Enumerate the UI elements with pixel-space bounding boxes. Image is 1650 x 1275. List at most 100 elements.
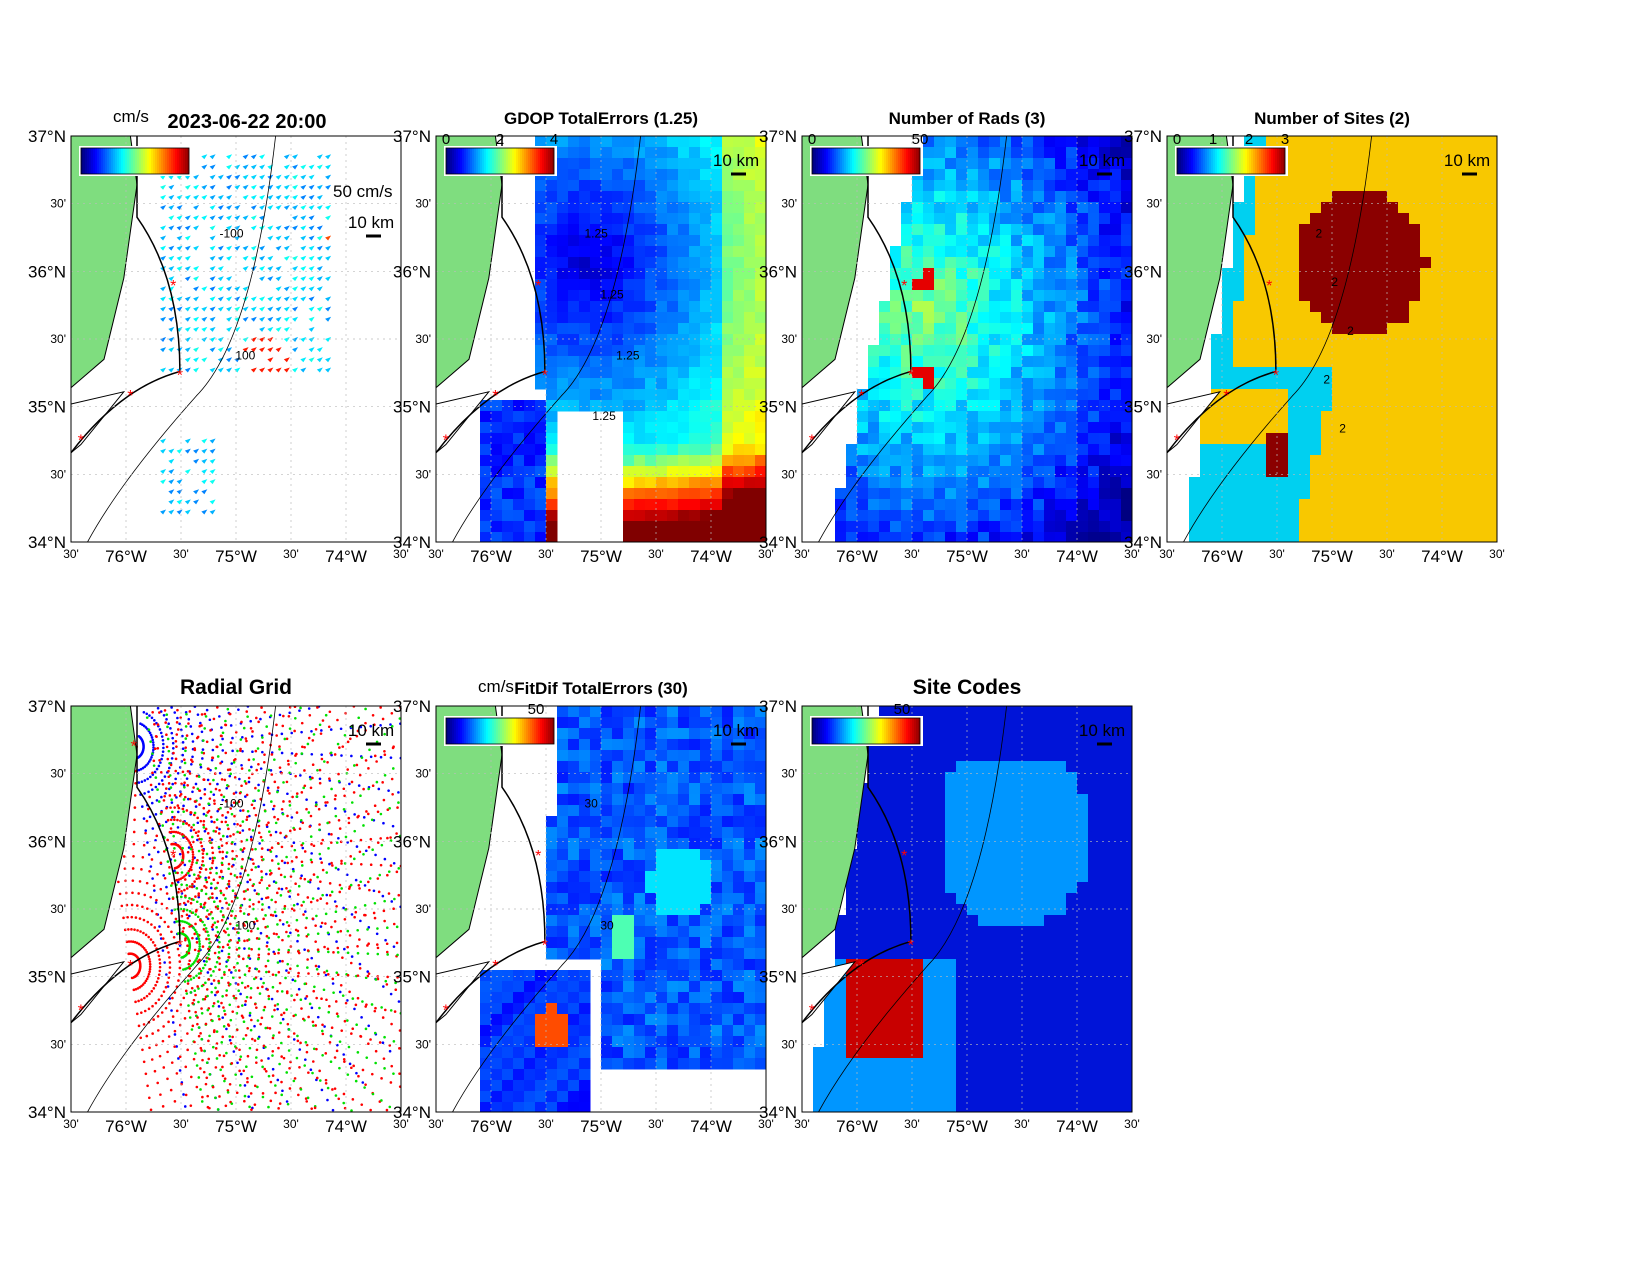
lat-tick-label: 30': [415, 767, 431, 781]
lat-tick-label: 30': [1146, 467, 1162, 481]
radar-site-marker: *: [78, 433, 84, 450]
map-area: * * * * *: [436, 706, 766, 1112]
contour-label: -100: [220, 797, 244, 811]
lon-tick-label: 30': [393, 547, 409, 561]
lon-tick-label: 74°W: [1056, 1117, 1098, 1136]
lon-tick-label: 30': [758, 1117, 774, 1131]
map-area: * * * * *: [802, 706, 1132, 1112]
contour-label: 2: [1316, 227, 1323, 241]
lon-tick-label: 30': [173, 547, 189, 561]
lon-tick-label: 30': [538, 1117, 554, 1131]
lat-tick-label: 30': [50, 332, 66, 346]
colorbar-tick: 50: [912, 131, 929, 148]
colorbar-unit: cm/s: [478, 677, 514, 696]
lon-tick-label: 74°W: [325, 547, 367, 566]
lat-tick-label: 35°N: [1124, 398, 1162, 417]
lat-tick-label: 36°N: [28, 832, 66, 851]
colorbar: cm/s: [79, 107, 192, 176]
scale-bar: 10 km: [348, 721, 394, 746]
radar-site-marker: *: [170, 278, 176, 295]
lat-tick-label: 34°N: [393, 533, 431, 552]
radar-site-marker: *: [542, 938, 548, 955]
contour-label: 1.25: [592, 409, 616, 423]
lat-tick-label: 37°N: [393, 127, 431, 146]
lat-tick-label: 37°N: [759, 697, 797, 716]
lat-tick-label: 30': [781, 902, 797, 916]
panel-title: Site Codes: [913, 676, 1022, 699]
lon-tick-label: 30': [648, 547, 664, 561]
lat-tick-label: 30': [781, 467, 797, 481]
lat-tick-label: 30': [50, 1037, 66, 1051]
panel-nrads: *****37°N30'36°N30'35°N30'34°N30' 76°W 30'…: [759, 109, 1140, 566]
lon-tick-label: 30': [1379, 547, 1395, 561]
lat-tick-label: 37°N: [393, 697, 431, 716]
radar-site-marker: *: [908, 368, 914, 385]
lat-tick-label: 30': [781, 1037, 797, 1051]
radar-site-marker: *: [127, 958, 133, 975]
lat-tick-label: 30': [50, 197, 66, 211]
figure-timestamp: 2023-06-22 20:00: [167, 111, 326, 133]
colorbar: 0 2 4: [442, 131, 558, 176]
lon-tick-label: 30': [904, 1117, 920, 1131]
radar-site-marker: *: [492, 958, 498, 975]
lat-tick-label: 35°N: [759, 398, 797, 417]
lon-tick-label: 30': [393, 1117, 409, 1131]
radar-site-marker: *: [1227, 169, 1233, 186]
colorbar: 0 1 2 3: [1173, 131, 1289, 176]
colorbar-tick: 50: [528, 701, 545, 718]
map-frame: [801, 705, 1133, 1113]
contour-label: 30: [600, 918, 614, 932]
lat-tick-label: 30': [781, 767, 797, 781]
lon-tick-label: 30': [648, 1117, 664, 1131]
svg-text:10 km: 10 km: [348, 213, 394, 232]
lon-tick-label: 74°W: [325, 1117, 367, 1136]
lat-tick-label: 34°N: [393, 1103, 431, 1122]
lon-tick-label: 75°W: [946, 547, 988, 566]
lon-tick-label: 30': [1014, 547, 1030, 561]
lon-tick-label: 75°W: [580, 547, 622, 566]
lon-tick-label: 30': [758, 547, 774, 561]
colorbar-tick: 4: [550, 131, 558, 148]
radar-site-marker: *: [1223, 388, 1229, 405]
lat-tick-label: 36°N: [1124, 262, 1162, 281]
lat-tick-label: 34°N: [1124, 533, 1162, 552]
panel-currents: *****37°N30'36°N30'35°N30'34°N30' 76°W 30'…: [28, 107, 409, 566]
contour-label: 2: [1323, 373, 1330, 387]
lon-tick-label: 30': [428, 547, 444, 561]
lon-tick-label: 76°W: [470, 1117, 512, 1136]
colorbar-tick: 2: [496, 131, 504, 148]
scale-bar: 10 km: [713, 721, 759, 746]
lon-tick-label: 30': [1124, 1117, 1140, 1131]
lon-tick-label: 75°W: [580, 1117, 622, 1136]
radar-site-marker: *: [131, 169, 137, 186]
map-area: * * * * *: [436, 136, 766, 542]
map-area: * * * * *: [71, 706, 401, 1112]
lon-tick-label: 74°W: [1056, 547, 1098, 566]
contour-label: 2: [1347, 324, 1354, 338]
lon-tick-label: 30': [63, 1117, 79, 1131]
colorbar-tick: 0: [808, 131, 816, 148]
colorbar-tick: 1: [1209, 131, 1217, 148]
lon-tick-label: 75°W: [1311, 547, 1353, 566]
lat-tick-label: 30': [415, 197, 431, 211]
lat-tick-label: 37°N: [28, 697, 66, 716]
lon-tick-label: 30': [63, 547, 79, 561]
lat-tick-label: 30': [1146, 197, 1162, 211]
radar-site-marker: *: [1174, 433, 1180, 450]
radar-site-marker: *: [908, 938, 914, 955]
lat-tick-label: 30': [415, 467, 431, 481]
scale-bar: 10 km: [348, 213, 394, 238]
contour-label: 1.25: [600, 287, 624, 301]
lon-tick-label: 30': [173, 1117, 189, 1131]
lat-tick-label: 34°N: [28, 1103, 66, 1122]
radar-site-marker: *: [858, 958, 864, 975]
lon-tick-label: 76°W: [836, 547, 878, 566]
radar-site-marker: *: [901, 848, 907, 865]
lat-tick-label: 30': [50, 467, 66, 481]
radar-site-marker: *: [443, 1003, 449, 1020]
contour-label: 2: [1331, 275, 1338, 289]
radar-site-marker: *: [177, 368, 183, 385]
panel-title: Number of Rads (3): [889, 109, 1046, 128]
lon-tick-label: 74°W: [690, 1117, 732, 1136]
colorbar-tick: 3: [1281, 131, 1289, 148]
